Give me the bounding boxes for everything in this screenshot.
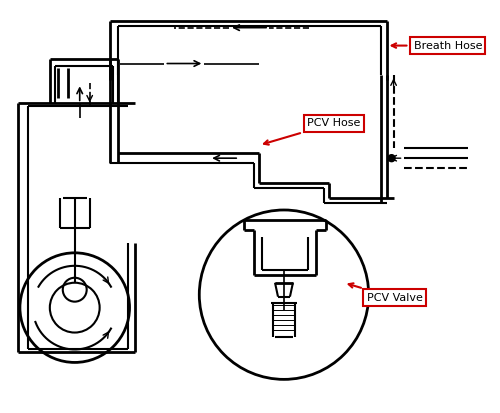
Text: Breath Hose: Breath Hose xyxy=(392,40,482,50)
Circle shape xyxy=(388,155,395,161)
Text: PCV Hose: PCV Hose xyxy=(264,118,360,145)
Text: PCV Valve: PCV Valve xyxy=(348,283,422,303)
Circle shape xyxy=(200,210,368,380)
